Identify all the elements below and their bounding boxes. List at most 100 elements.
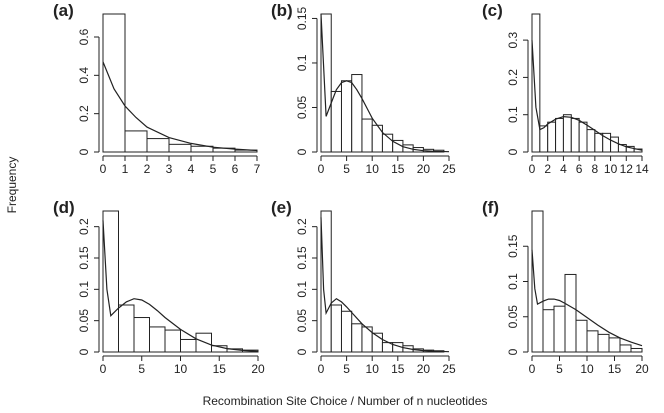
panel-label-b: (b) [271, 1, 293, 20]
x-tick-label-d: 15 [213, 362, 227, 376]
x-tick-label-f: 20 [635, 362, 649, 376]
bar-d-3 [149, 326, 166, 353]
x-tick-label-e: 25 [442, 362, 456, 376]
y-tick-label-c: 0.3 [506, 31, 520, 48]
y-tick-label-a: 0 [77, 148, 91, 155]
x-tick-label-e: 10 [366, 362, 380, 376]
bar-c-2 [547, 121, 557, 153]
bar-c-4 [562, 114, 572, 153]
bar-b-3 [351, 74, 363, 153]
y-tick-label-d: 0.05 [77, 309, 91, 333]
fit-curve-e [320, 217, 450, 353]
bar-f-0 [531, 210, 544, 353]
panel-d: 0 5 10 15 20 0 0.05 0.1 0.15 0.2(d) [53, 198, 265, 376]
panel-label-d: (d) [53, 198, 75, 217]
bar-c-0 [531, 13, 541, 153]
y-tick-label-b: 0.05 [295, 95, 309, 119]
x-tick-label-a: 7 [254, 162, 261, 176]
x-tick-label-c: 4 [560, 162, 567, 176]
x-tick-label-d: 10 [174, 362, 188, 376]
bar-c-7 [586, 129, 596, 153]
y-tick-label-d: 0.15 [77, 246, 91, 270]
bar-f-5 [586, 330, 599, 353]
x-tick-label-d: 0 [100, 362, 107, 376]
x-tick-label-b: 10 [366, 162, 380, 176]
bar-a-1 [124, 130, 148, 153]
y-tick-label-e: 0.05 [295, 309, 309, 333]
bar-d-6 [195, 332, 212, 353]
x-tick-label-c: 12 [620, 162, 634, 176]
y-tick-label-e: 0.15 [295, 246, 309, 270]
fit-curve-a [102, 61, 258, 152]
x-tick-label-f: 15 [608, 362, 622, 376]
fit-curve-d [102, 220, 259, 352]
y-tick-label-d: 0.2 [77, 218, 91, 235]
panel-f: 0 5 10 15 20 0 0.05 0.1 0.15 (f) [482, 198, 649, 376]
x-tick-label-a: 1 [122, 162, 129, 176]
bar-f-9 [630, 347, 643, 353]
bar-b-2 [340, 80, 353, 153]
y-tick-label-e: 0.1 [295, 281, 309, 298]
x-tick-label-f: 0 [529, 362, 536, 376]
bar-f-1 [542, 309, 555, 353]
bar-c-6 [578, 121, 588, 153]
fit-curve-c [531, 40, 643, 151]
x-tick-label-e: 20 [417, 362, 431, 376]
figure-y-label: Frequency [5, 157, 19, 214]
bar-d-1 [118, 304, 135, 353]
bar-a-2 [146, 138, 170, 153]
bar-c-1 [539, 125, 549, 153]
bar-e-1 [330, 304, 342, 353]
y-tick-label-f: 0.1 [506, 273, 520, 290]
x-tick-label-a: 2 [144, 162, 151, 176]
x-tick-label-b: 15 [391, 162, 405, 176]
x-tick-label-b: 5 [343, 162, 350, 176]
bar-c-5 [570, 117, 580, 153]
bar-f-2 [553, 305, 566, 353]
bar-f-3 [564, 273, 577, 353]
y-tick-label-a: 0.6 [77, 28, 91, 45]
y-tick-label-a: 0.4 [77, 67, 91, 84]
x-tick-label-a: 3 [166, 162, 173, 176]
x-tick-label-a: 6 [232, 162, 239, 176]
x-tick-label-c: 14 [635, 162, 649, 176]
fit-curve-f [531, 249, 643, 347]
x-tick-label-d: 20 [251, 362, 265, 376]
bar-d-2 [133, 317, 150, 353]
x-tick-label-c: 6 [576, 162, 583, 176]
panel-label-c: (c) [482, 1, 503, 20]
y-tick-label-b: 0.15 [295, 6, 309, 30]
y-tick-label-c: 0.1 [506, 106, 520, 123]
bar-c-3 [555, 117, 564, 153]
x-tick-label-e: 0 [318, 362, 325, 376]
bar-a-3 [168, 143, 192, 153]
bar-d-4 [164, 329, 181, 353]
bar-c-8 [594, 132, 604, 153]
panel-a: 0 1 2 3 4 5 6 7 0 0.2 0.4 0.6(a) [53, 1, 261, 176]
bar-c-10 [610, 136, 619, 153]
y-tick-label-c: 0 [506, 148, 520, 155]
x-tick-label-f: 5 [556, 362, 563, 376]
bar-e-0 [320, 210, 332, 353]
y-tick-label-c: 0.2 [506, 69, 520, 86]
y-tick-label-d: 0 [77, 348, 91, 355]
bar-f-6 [597, 333, 610, 353]
bar-a-0 [102, 13, 126, 153]
bar-f-8 [619, 344, 632, 353]
x-tick-label-c: 8 [592, 162, 599, 176]
figure-x-label: Recombination Site Choice / Number of n … [203, 394, 488, 408]
y-tick-label-f: 0.05 [506, 305, 520, 329]
x-tick-label-f: 10 [580, 362, 594, 376]
y-tick-label-b: 0.1 [295, 54, 309, 71]
panel-b: 0 5 10 15 20 25 0 0.05 0.1 0.15(b) [271, 1, 456, 176]
bar-b-0 [320, 13, 332, 153]
x-tick-label-b: 0 [318, 162, 325, 176]
y-tick-label-b: 0 [295, 148, 309, 155]
y-tick-label-d: 0.1 [77, 281, 91, 298]
panel-label-f: (f) [482, 198, 499, 217]
x-tick-label-a: 0 [100, 162, 107, 176]
y-tick-label-e: 0.2 [295, 218, 309, 235]
bar-f-4 [575, 319, 588, 353]
